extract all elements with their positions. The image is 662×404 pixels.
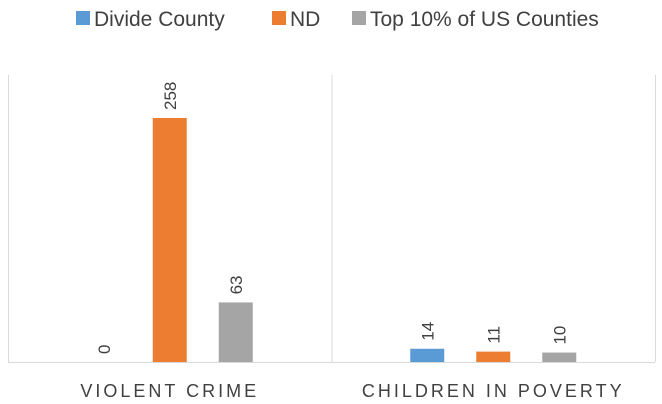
legend-label-divide-county: Divide County [94, 8, 225, 31]
data-label-divide-county-violent-crime: 0 [95, 345, 114, 354]
data-label-divide-county-children-in-poverty: 14 [418, 322, 437, 341]
data-label-top-10-of-us-counties-violent-crime: 63 [227, 275, 246, 294]
category-label-children-in-poverty: CHILDREN IN POVERTY [362, 381, 625, 401]
bar-top-10-of-us-counties-violent-crime [218, 302, 253, 362]
bar-top-10-of-us-counties-children-in-poverty [542, 352, 577, 362]
data-label-top-10-of-us-counties-children-in-poverty: 10 [550, 326, 569, 345]
bar-divide-county-children-in-poverty [410, 348, 445, 362]
category-label-violent-crime: VIOLENT CRIME [80, 381, 259, 401]
data-label-nd-violent-crime: 258 [161, 82, 180, 110]
legend-swatch-nd [272, 11, 286, 25]
data-labels: 0 258 63 14 11 10 [95, 82, 570, 354]
bars [152, 118, 577, 362]
category-labels: VIOLENT CRIME CHILDREN IN POVERTY [80, 381, 625, 401]
legend: Divide County ND Top 10% of US Counties [76, 8, 599, 31]
axis [8, 75, 656, 363]
legend-label-top-10-of-us-counties: Top 10% of US Counties [370, 8, 599, 31]
legend-swatch-divide-county [76, 11, 90, 25]
bar-nd-violent-crime [152, 118, 187, 362]
legend-label-nd: ND [290, 8, 320, 31]
bar-nd-children-in-poverty [476, 351, 511, 362]
data-label-nd-children-in-poverty: 11 [484, 326, 503, 344]
legend-swatch-top-10-of-us-counties [352, 11, 366, 25]
